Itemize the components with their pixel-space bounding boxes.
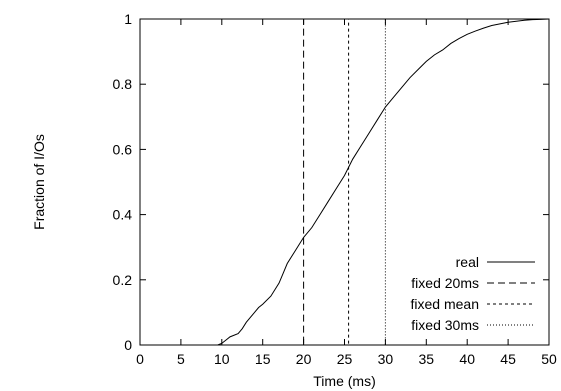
series-layer [140,18,550,346]
x-tick-label: 5 [177,351,185,367]
x-tick-label: 35 [419,351,435,367]
y-axis-label: Fraction of I/Os [31,134,47,230]
series-line-3 [140,18,549,346]
series-line-2 [140,18,549,346]
x-tick-label: 10 [214,351,230,367]
x-tick-label: 45 [500,351,516,367]
y-tick-label: 0.4 [113,207,133,223]
x-tick-label: 15 [255,351,271,367]
x-tick-label: 40 [459,351,475,367]
y-tick-label: 0.6 [113,141,133,157]
y-tick-label: 1 [124,11,132,27]
y-tick-label: 0.2 [113,272,133,288]
legend-label: real [456,254,479,270]
x-tick-label: 50 [541,351,557,367]
x-tick-label: 0 [136,351,144,367]
plot-frame [139,18,550,346]
x-tick-label: 25 [337,351,353,367]
x-tick-label: 20 [296,351,312,367]
legend-label: fixed 20ms [411,275,479,291]
series-line-1 [140,18,549,346]
legend: real fixed 20ms fixed mean fixed 30ms [411,254,535,333]
x-axis-label: Time (ms) [313,373,375,389]
y-tick-label: 0 [124,337,132,353]
y-tick-label: 0.8 [113,76,133,92]
legend-label: fixed 30ms [411,317,479,333]
legend-label: fixed mean [411,296,479,312]
series-line-0 [140,18,550,346]
ticks-layer: 0 5 10 15 20 25 30 35 40 45 50 0 0.2 0.4 0.6 0.8 1 [113,11,557,367]
x-tick-label: 30 [378,351,394,367]
